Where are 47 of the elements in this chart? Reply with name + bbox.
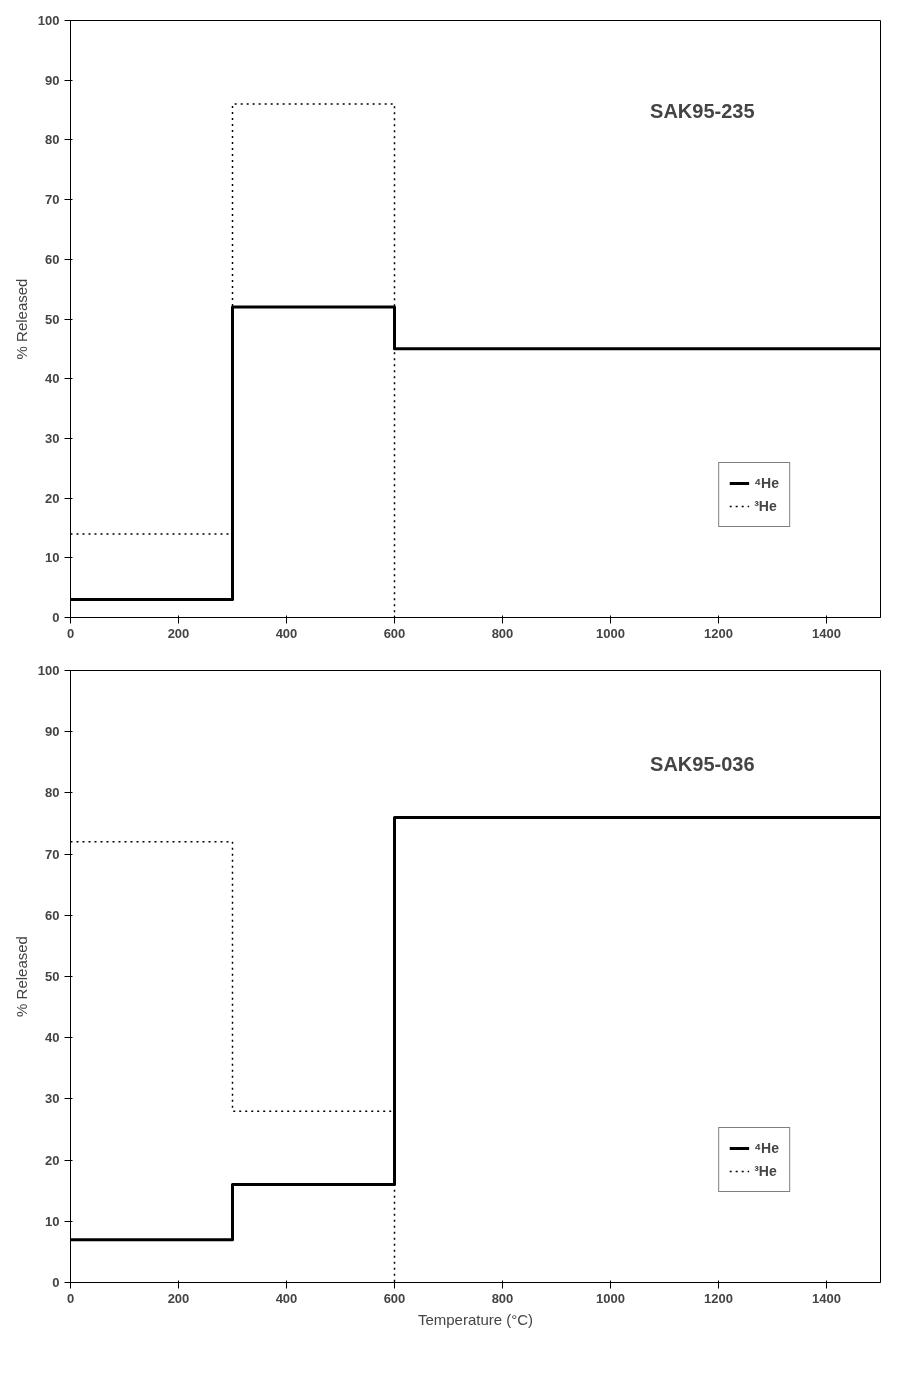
x-tick-label: 1200 — [704, 625, 733, 641]
annotation: SAK95-036 — [650, 752, 755, 775]
y-tick-label: 20 — [45, 490, 60, 506]
y-tick-label: 100 — [37, 13, 60, 28]
y-tick-label: 10 — [45, 1213, 60, 1229]
y-tick-label: 50 — [45, 969, 60, 984]
annotation: SAK95-235 — [650, 99, 755, 122]
y-tick-label: 80 — [45, 132, 60, 148]
y-tick-label: 80 — [45, 785, 60, 801]
y-tick-label: 100 — [37, 663, 60, 678]
y-tick-label: 0 — [52, 610, 60, 625]
x-tick-label: 200 — [167, 1290, 190, 1306]
y-tick-label: 30 — [45, 430, 60, 446]
y-tick-label: 50 — [45, 311, 60, 327]
y-tick-label: 70 — [45, 192, 60, 208]
x-tick-label: 1400 — [812, 625, 841, 641]
x-tick-label: 200 — [167, 625, 190, 641]
y-axis-title: % Released — [12, 936, 30, 1017]
y-tick-label: 20 — [45, 1152, 60, 1168]
x-tick-label: 0 — [66, 625, 75, 641]
y-tick-label: 40 — [45, 371, 60, 387]
x-tick-label: 1400 — [812, 1290, 841, 1306]
y-axis-title: % Released — [12, 278, 30, 360]
x-tick-label: 1200 — [704, 1290, 733, 1306]
y-tick-label: 90 — [45, 72, 60, 88]
x-tick-label: 800 — [491, 1290, 514, 1306]
y-tick-label: 10 — [45, 550, 60, 566]
legend-label: ⁴He — [754, 1140, 779, 1156]
x-tick-label: 400 — [275, 1290, 298, 1306]
y-tick-label: 70 — [45, 846, 60, 862]
x-tick-label: 1000 — [596, 625, 625, 641]
y-tick-label: 60 — [45, 907, 60, 923]
legend-label: ³He — [754, 1163, 777, 1179]
x-tick-label: 600 — [383, 1290, 406, 1306]
x-tick-label: 800 — [491, 625, 514, 641]
y-tick-label: 0 — [52, 1275, 60, 1290]
y-tick-label: 40 — [45, 1030, 60, 1046]
x-tick-label: 400 — [275, 625, 298, 641]
x-tick-label: 600 — [383, 625, 406, 641]
x-tick-label: 0 — [66, 1290, 75, 1306]
legend-label: ³He — [754, 498, 777, 514]
y-tick-label: 60 — [45, 251, 60, 267]
y-tick-label: 30 — [45, 1091, 60, 1107]
legend-label: ⁴He — [754, 475, 779, 491]
y-tick-label: 90 — [45, 724, 60, 740]
x-tick-label: 1000 — [596, 1290, 625, 1306]
x-axis-title: Temperature (°C) — [417, 1310, 534, 1328]
